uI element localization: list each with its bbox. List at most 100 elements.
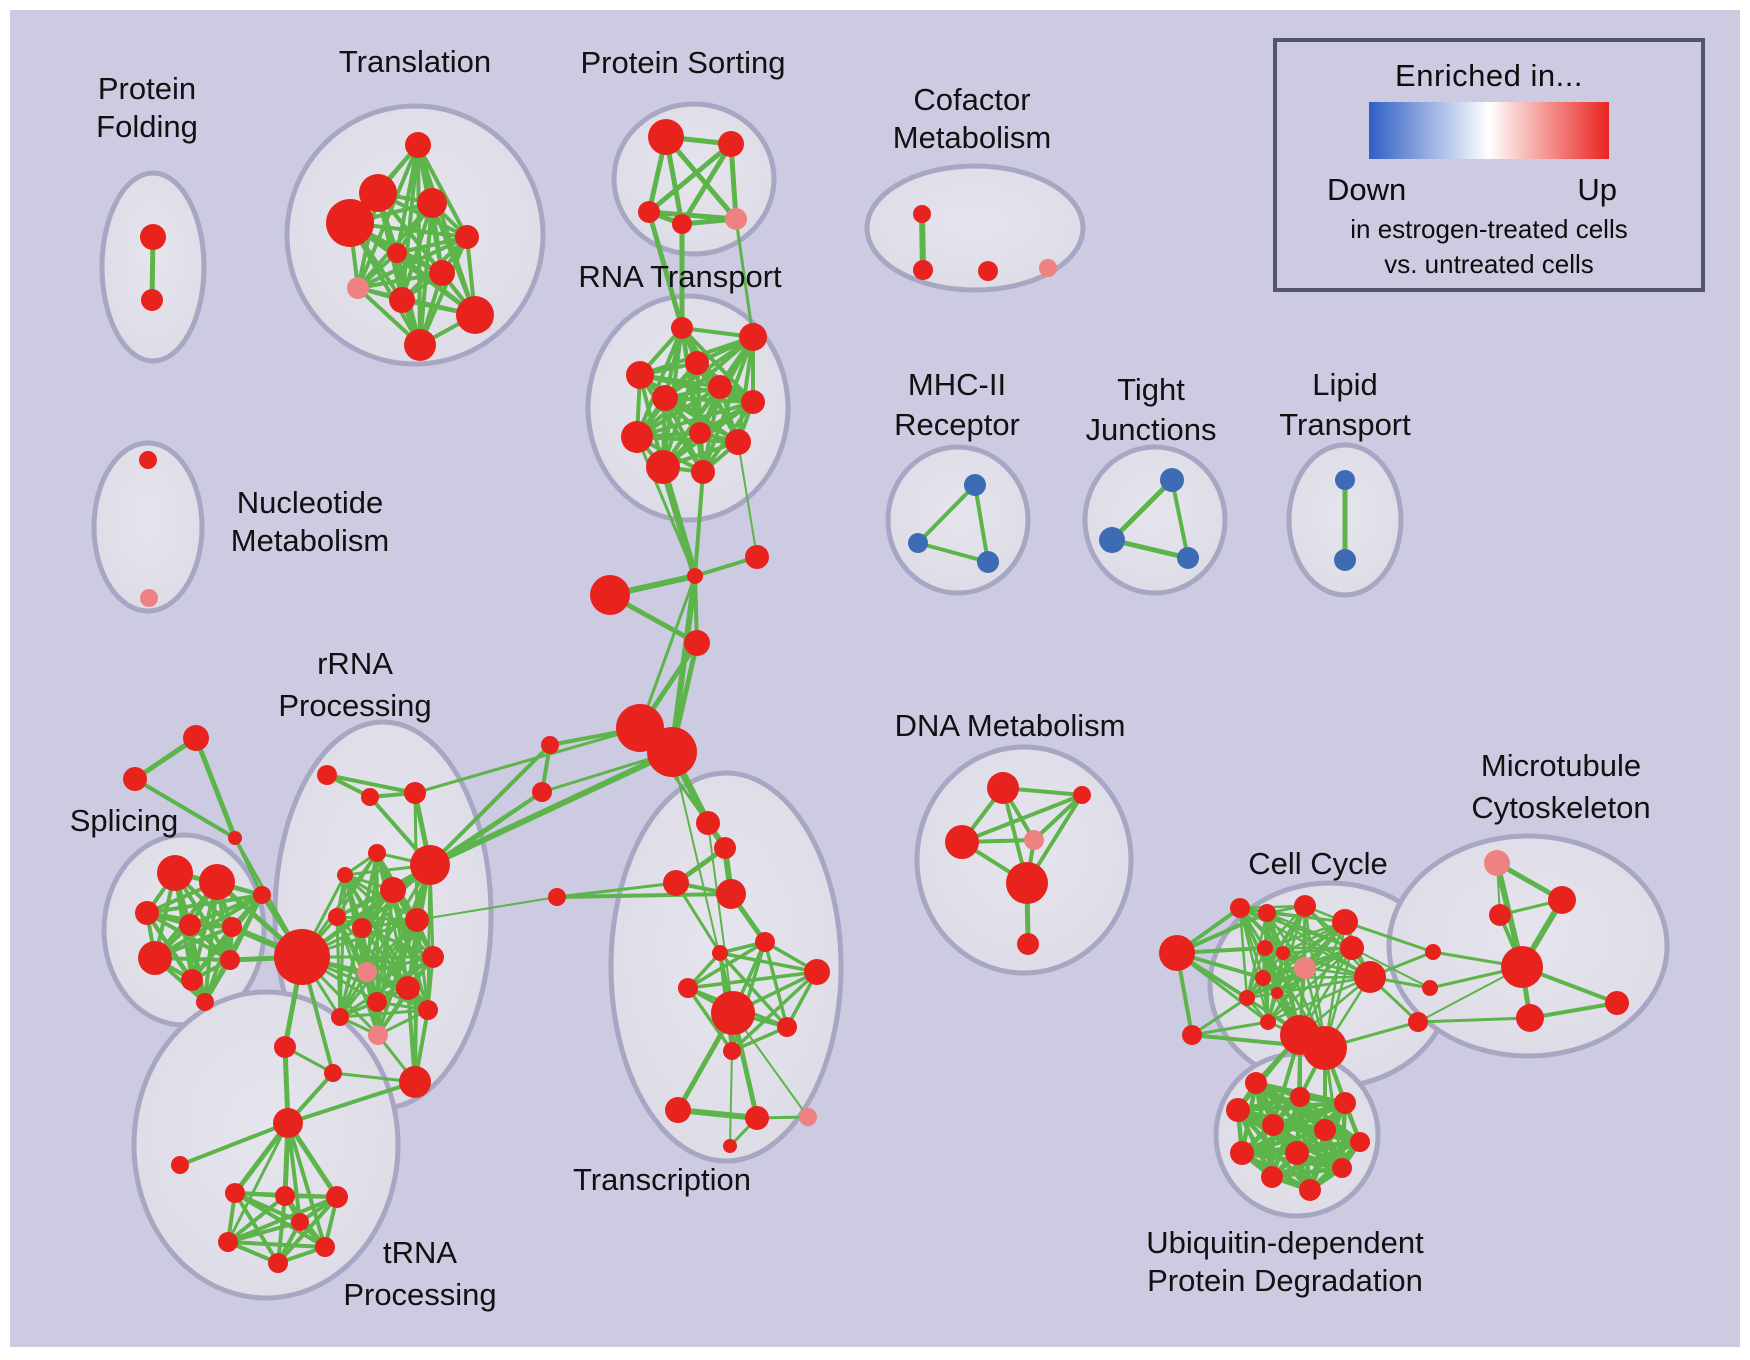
gene-set-node-90[interactable] xyxy=(326,1186,348,1208)
gene-set-node-112[interactable] xyxy=(1073,786,1091,804)
gene-set-node-85[interactable] xyxy=(399,1066,431,1098)
gene-set-node-32[interactable] xyxy=(671,317,693,339)
gene-set-node-0[interactable] xyxy=(140,224,166,250)
gene-set-node-7[interactable] xyxy=(387,243,407,263)
gene-set-node-80[interactable] xyxy=(331,1008,349,1026)
gene-set-node-98[interactable] xyxy=(716,879,746,909)
gene-set-node-61[interactable] xyxy=(138,941,172,975)
gene-set-node-146[interactable] xyxy=(1226,1098,1250,1122)
gene-set-node-107[interactable] xyxy=(665,1097,691,1123)
gene-set-node-123[interactable] xyxy=(1340,936,1364,960)
gene-set-node-16[interactable] xyxy=(672,214,692,234)
gene-set-node-126[interactable] xyxy=(1257,940,1273,956)
gene-set-node-15[interactable] xyxy=(638,201,660,223)
gene-set-node-151[interactable] xyxy=(1285,1141,1309,1165)
gene-set-node-87[interactable] xyxy=(171,1156,189,1174)
gene-set-node-76[interactable] xyxy=(357,962,377,982)
gene-set-node-142[interactable] xyxy=(1408,1012,1428,1032)
gene-set-node-22[interactable] xyxy=(139,451,157,469)
gene-set-node-111[interactable] xyxy=(987,772,1019,804)
gene-set-node-121[interactable] xyxy=(1294,895,1316,917)
gene-set-node-124[interactable] xyxy=(1354,961,1386,993)
gene-set-node-30[interactable] xyxy=(1335,470,1355,490)
gene-set-node-47[interactable] xyxy=(684,630,710,656)
gene-set-node-116[interactable] xyxy=(1017,933,1039,955)
gene-set-node-101[interactable] xyxy=(712,945,728,961)
gene-set-node-92[interactable] xyxy=(291,1213,309,1231)
gene-set-node-46[interactable] xyxy=(745,545,769,569)
gene-set-node-66[interactable] xyxy=(361,788,379,806)
gene-set-node-152[interactable] xyxy=(1332,1158,1352,1178)
gene-set-node-56[interactable] xyxy=(199,864,235,900)
gene-set-node-39[interactable] xyxy=(621,421,653,453)
gene-set-node-148[interactable] xyxy=(1314,1119,1336,1141)
gene-set-node-73[interactable] xyxy=(352,918,372,938)
gene-set-node-52[interactable] xyxy=(183,725,209,751)
gene-set-node-40[interactable] xyxy=(689,422,711,444)
gene-set-node-141[interactable] xyxy=(1605,991,1629,1015)
gene-set-node-88[interactable] xyxy=(225,1183,245,1203)
gene-set-node-34[interactable] xyxy=(685,351,709,375)
gene-set-node-58[interactable] xyxy=(179,914,201,936)
gene-set-node-54[interactable] xyxy=(228,831,242,845)
gene-set-node-128[interactable] xyxy=(1255,970,1271,986)
gene-set-node-74[interactable] xyxy=(405,908,429,932)
gene-set-node-84[interactable] xyxy=(324,1064,342,1082)
gene-set-node-65[interactable] xyxy=(317,765,337,785)
gene-set-node-134[interactable] xyxy=(1484,850,1510,876)
gene-set-node-1[interactable] xyxy=(141,289,163,311)
gene-set-node-96[interactable] xyxy=(714,837,736,859)
gene-set-node-79[interactable] xyxy=(367,992,387,1012)
gene-set-node-60[interactable] xyxy=(253,886,271,904)
gene-set-node-89[interactable] xyxy=(275,1186,295,1206)
gene-set-node-44[interactable] xyxy=(590,575,630,615)
gene-set-node-4[interactable] xyxy=(417,188,447,218)
gene-set-node-77[interactable] xyxy=(396,976,420,1000)
gene-set-node-125[interactable] xyxy=(1294,957,1316,979)
gene-set-node-75[interactable] xyxy=(274,929,330,985)
gene-set-node-131[interactable] xyxy=(1260,1014,1276,1030)
gene-set-node-145[interactable] xyxy=(1334,1092,1356,1114)
gene-set-node-14[interactable] xyxy=(718,131,744,157)
gene-set-node-45[interactable] xyxy=(687,568,703,584)
gene-set-node-100[interactable] xyxy=(755,932,775,952)
gene-set-node-43[interactable] xyxy=(691,460,715,484)
gene-set-node-42[interactable] xyxy=(646,450,680,484)
gene-set-node-130[interactable] xyxy=(1271,987,1283,999)
gene-set-node-136[interactable] xyxy=(1489,904,1511,926)
gene-set-node-137[interactable] xyxy=(1425,944,1441,960)
gene-set-node-72[interactable] xyxy=(328,908,346,926)
gene-set-node-26[interactable] xyxy=(977,551,999,573)
gene-set-node-71[interactable] xyxy=(380,877,406,903)
gene-set-node-64[interactable] xyxy=(196,993,214,1011)
gene-set-node-67[interactable] xyxy=(404,782,426,804)
gene-set-node-69[interactable] xyxy=(337,867,353,883)
gene-set-node-143[interactable] xyxy=(1245,1072,1267,1094)
gene-set-node-135[interactable] xyxy=(1548,886,1576,914)
gene-set-node-139[interactable] xyxy=(1422,980,1438,996)
gene-set-node-50[interactable] xyxy=(541,736,559,754)
gene-set-node-6[interactable] xyxy=(455,225,479,249)
gene-set-node-11[interactable] xyxy=(456,296,494,334)
gene-set-node-133[interactable] xyxy=(1303,1026,1347,1070)
gene-set-node-51[interactable] xyxy=(532,782,552,802)
gene-set-node-3[interactable] xyxy=(359,174,397,212)
gene-set-node-55[interactable] xyxy=(157,855,193,891)
gene-set-node-23[interactable] xyxy=(140,589,158,607)
gene-set-node-70[interactable] xyxy=(410,845,450,885)
gene-set-node-99[interactable] xyxy=(548,888,566,906)
gene-set-node-149[interactable] xyxy=(1350,1132,1370,1152)
gene-set-node-63[interactable] xyxy=(220,950,240,970)
gene-set-node-109[interactable] xyxy=(799,1108,817,1126)
gene-set-node-9[interactable] xyxy=(347,277,369,299)
gene-set-node-12[interactable] xyxy=(404,329,436,361)
gene-set-node-108[interactable] xyxy=(745,1106,769,1130)
gene-set-node-53[interactable] xyxy=(123,767,147,791)
gene-set-node-17[interactable] xyxy=(725,208,747,230)
gene-set-node-5[interactable] xyxy=(326,199,374,247)
gene-set-node-113[interactable] xyxy=(945,825,979,859)
gene-set-node-114[interactable] xyxy=(1024,830,1044,850)
gene-set-node-33[interactable] xyxy=(739,323,767,351)
gene-set-node-97[interactable] xyxy=(663,870,689,896)
gene-set-node-95[interactable] xyxy=(696,811,720,835)
